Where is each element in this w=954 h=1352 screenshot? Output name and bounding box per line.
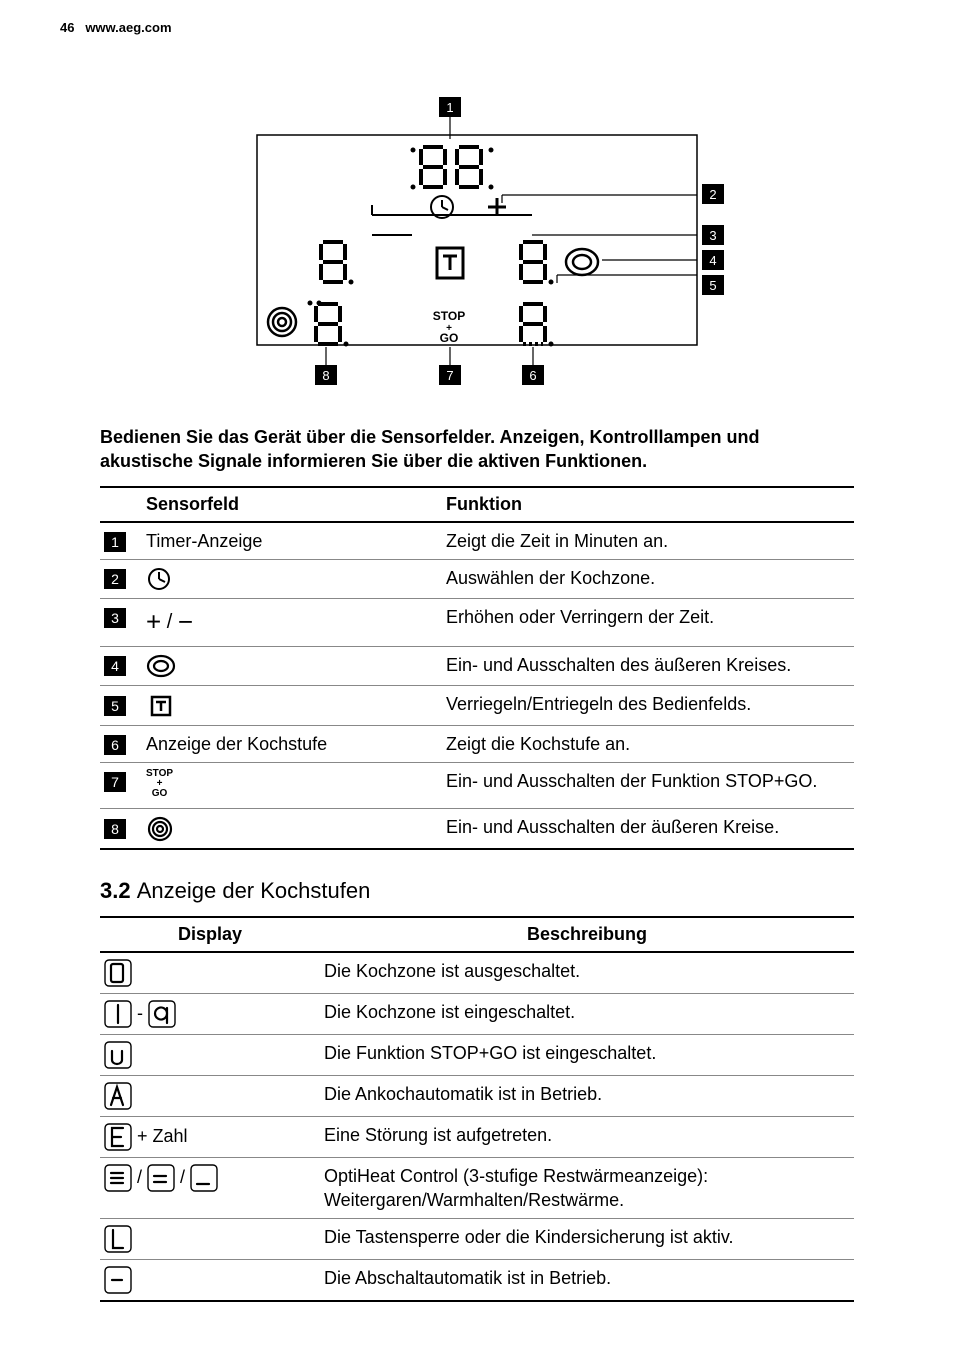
display-row: + ZahlEine Störung ist aufgetreten. <box>100 1116 854 1157</box>
diagram-svg: STOP + GO 1 2 3 4 5 6 7 8 <box>197 65 757 395</box>
display-row: Die Ankochautomatik ist in Betrieb. <box>100 1075 854 1116</box>
section-title: Anzeige der Kochstufen <box>137 878 371 903</box>
display-glyph <box>100 1219 320 1260</box>
display-desc: OptiHeat Control (3-stufige Restwärmeanz… <box>320 1157 854 1219</box>
sensor-row: 5 Verriegeln/Entriegeln des Bedienfelds. <box>100 686 854 725</box>
svg-text:STOP: STOP <box>433 309 465 323</box>
display-glyph: - <box>100 993 320 1034</box>
t1-h0 <box>100 487 142 522</box>
control-panel-diagram: STOP + GO 1 2 3 4 5 6 7 8 <box>60 65 894 395</box>
stopgo-icon: STOP+GO <box>146 780 173 800</box>
svg-text:3: 3 <box>709 228 716 243</box>
sensor-label: Anzeige der Kochstufe <box>146 734 327 754</box>
row-badge: 3 <box>104 608 126 628</box>
display-desc: Die Funktion STOP+GO ist eingeschaltet. <box>320 1034 854 1075</box>
sensor-label: Timer-Anzeige <box>146 531 262 551</box>
display-desc: Eine Störung ist aufgetreten. <box>320 1116 854 1157</box>
display-row: - Die Kochzone ist eingeschaltet. <box>100 993 854 1034</box>
page-number: 46 <box>60 20 74 35</box>
sensor-row: 2 Auswählen der Kochzone. <box>100 559 854 598</box>
display-row: Die Abschaltautomatik ist in Betrieb. <box>100 1260 854 1302</box>
intro-text: Bedienen Sie das Gerät über die Sensorfe… <box>100 425 854 474</box>
display-desc: Die Kochzone ist ausgeschaltet. <box>320 952 854 994</box>
sensor-table: Sensorfeld Funktion 1 Timer-Anzeige Zeigt … <box>100 486 854 850</box>
display-glyph <box>100 1260 320 1302</box>
svg-text:7: 7 <box>446 368 453 383</box>
sensor-row: 4 Ein- und Ausschalten des äußeren Kreise… <box>100 647 854 686</box>
t1-h1: Sensorfeld <box>142 487 442 522</box>
target-icon <box>146 817 180 837</box>
display-row: Die Tastensperre oder die Kindersicherun… <box>100 1219 854 1260</box>
page-header: 46 www.aeg.com <box>60 20 894 35</box>
row-badge: 1 <box>104 532 126 552</box>
sensor-func: Zeigt die Kochstufe an. <box>442 725 854 762</box>
display-glyph <box>100 1075 320 1116</box>
display-table: Display Beschreibung Die Kochzone ist au… <box>100 916 854 1303</box>
display-desc: Die Kochzone ist eingeschaltet. <box>320 993 854 1034</box>
display-row: / / OptiHeat Control (3-stufige Restwärm… <box>100 1157 854 1219</box>
sensor-func: Ein- und Ausschalten des äußeren Kreises… <box>442 647 854 686</box>
svg-text:4: 4 <box>709 253 716 268</box>
header-url: www.aeg.com <box>85 20 171 35</box>
svg-text:GO: GO <box>440 331 459 345</box>
row-badge: 4 <box>104 656 126 676</box>
sensor-row: 6 Anzeige der Kochstufe Zeigt die Kochstuf… <box>100 725 854 762</box>
sensor-row: 3 + / − Erhöhen oder Verringern der Zeit. <box>100 599 854 647</box>
sensor-row: 8 Ein- und Ausschalten der äußeren Kreise… <box>100 809 854 849</box>
t2-h1: Beschreibung <box>320 917 854 952</box>
row-badge: 5 <box>104 696 126 716</box>
display-row: Die Kochzone ist ausgeschaltet. <box>100 952 854 994</box>
svg-text:5: 5 <box>709 278 716 293</box>
svg-text:6: 6 <box>529 368 536 383</box>
display-glyph <box>100 952 320 994</box>
display-row: Die Funktion STOP+GO ist eingeschaltet. <box>100 1034 854 1075</box>
sensor-row: 7 STOP+GO Ein- und Ausschalten der Funktio… <box>100 763 854 809</box>
display-desc: Die Abschaltautomatik ist in Betrieb. <box>320 1260 854 1302</box>
sensor-func: Zeigt die Zeit in Minuten an. <box>442 522 854 560</box>
sensor-func: Ein- und Ausschalten der Funktion STOP+G… <box>442 763 854 809</box>
sensor-func: Auswählen der Kochzone. <box>442 559 854 598</box>
t2-h0: Display <box>100 917 320 952</box>
section-num: 3.2 <box>100 878 131 903</box>
ring-icon <box>146 655 180 675</box>
display-desc: Die Ankochautomatik ist in Betrieb. <box>320 1075 854 1116</box>
sensor-row: 1 Timer-Anzeige Zeigt die Zeit in Minuten … <box>100 522 854 560</box>
row-badge: 6 <box>104 735 126 755</box>
clock-icon <box>146 568 180 588</box>
row-badge: 2 <box>104 569 126 589</box>
row-badge: 7 <box>104 772 126 792</box>
section-heading: 3.2 Anzeige der Kochstufen <box>100 878 854 904</box>
display-glyph <box>100 1034 320 1075</box>
display-glyph: + Zahl <box>100 1116 320 1157</box>
svg-text:2: 2 <box>709 187 716 202</box>
display-glyph: / / <box>100 1157 320 1219</box>
t1-h2: Funktion <box>442 487 854 522</box>
sensor-func: Erhöhen oder Verringern der Zeit. <box>442 599 854 647</box>
sensor-func: Ein- und Ausschalten der äußeren Kreise. <box>442 809 854 849</box>
lock-icon <box>146 694 180 714</box>
plusminus-icon: + / − <box>146 611 193 631</box>
sensor-func: Verriegeln/Entriegeln des Bedienfelds. <box>442 686 854 725</box>
svg-text:8: 8 <box>322 368 329 383</box>
display-desc: Die Tastensperre oder die Kindersicherun… <box>320 1219 854 1260</box>
svg-text:1: 1 <box>446 100 453 115</box>
row-badge: 8 <box>104 819 126 839</box>
